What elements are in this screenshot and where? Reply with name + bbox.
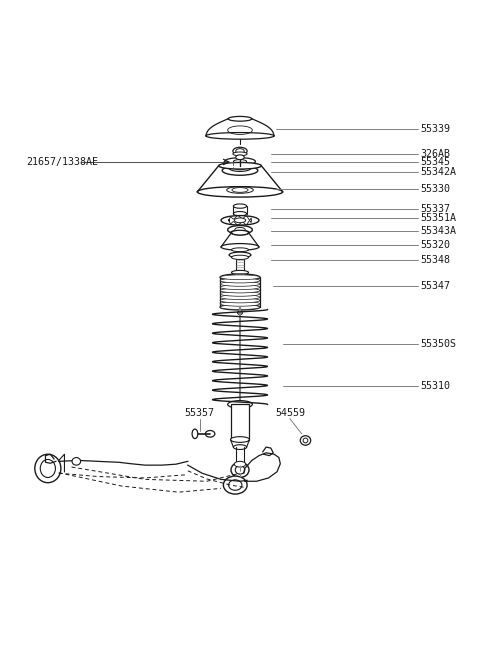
Ellipse shape xyxy=(223,476,247,494)
Ellipse shape xyxy=(230,231,250,235)
Ellipse shape xyxy=(233,445,247,449)
Ellipse shape xyxy=(220,285,260,290)
Text: 55345: 55345 xyxy=(420,158,450,168)
Ellipse shape xyxy=(231,255,249,260)
Ellipse shape xyxy=(220,274,260,281)
Ellipse shape xyxy=(197,187,283,197)
Ellipse shape xyxy=(221,244,259,250)
Ellipse shape xyxy=(222,166,258,175)
Ellipse shape xyxy=(192,429,198,439)
Ellipse shape xyxy=(233,212,247,215)
Ellipse shape xyxy=(220,275,260,280)
Bar xyxy=(236,258,244,273)
Ellipse shape xyxy=(230,437,250,442)
Text: 55342A: 55342A xyxy=(420,167,456,177)
Ellipse shape xyxy=(233,160,247,164)
Ellipse shape xyxy=(220,305,260,309)
Ellipse shape xyxy=(228,116,252,121)
Ellipse shape xyxy=(220,295,260,300)
Ellipse shape xyxy=(220,282,260,286)
Ellipse shape xyxy=(220,288,260,293)
Ellipse shape xyxy=(229,252,251,258)
Bar xyxy=(230,405,250,440)
Ellipse shape xyxy=(233,204,247,208)
Text: 55357: 55357 xyxy=(185,408,215,418)
Text: 326AB: 326AB xyxy=(420,149,450,159)
Text: 21657/1338AE: 21657/1338AE xyxy=(26,157,98,167)
Ellipse shape xyxy=(231,248,249,252)
Text: 55347: 55347 xyxy=(420,281,450,291)
Ellipse shape xyxy=(205,430,215,437)
Text: 55337: 55337 xyxy=(420,204,450,214)
Ellipse shape xyxy=(234,218,246,223)
Ellipse shape xyxy=(233,152,247,156)
Ellipse shape xyxy=(228,225,252,234)
Ellipse shape xyxy=(231,271,249,275)
Ellipse shape xyxy=(220,304,260,310)
Ellipse shape xyxy=(238,311,242,315)
Ellipse shape xyxy=(235,227,245,232)
Ellipse shape xyxy=(231,463,249,478)
Ellipse shape xyxy=(300,436,311,445)
Ellipse shape xyxy=(220,292,260,296)
Text: 55310: 55310 xyxy=(420,381,450,392)
Ellipse shape xyxy=(221,215,259,225)
Ellipse shape xyxy=(225,158,255,166)
Ellipse shape xyxy=(72,457,81,465)
Text: 55320: 55320 xyxy=(420,240,450,250)
Text: 55330: 55330 xyxy=(420,185,450,194)
Ellipse shape xyxy=(233,147,247,155)
Ellipse shape xyxy=(236,148,244,154)
Ellipse shape xyxy=(228,401,252,408)
Ellipse shape xyxy=(220,278,260,283)
Text: 55339: 55339 xyxy=(420,124,450,134)
Ellipse shape xyxy=(35,454,61,483)
Ellipse shape xyxy=(220,298,260,303)
Ellipse shape xyxy=(236,155,244,160)
Ellipse shape xyxy=(228,164,252,171)
Ellipse shape xyxy=(234,166,246,170)
Ellipse shape xyxy=(234,461,246,467)
Text: 55348: 55348 xyxy=(420,255,450,265)
Text: 55351A: 55351A xyxy=(420,213,456,223)
Ellipse shape xyxy=(231,231,249,235)
Ellipse shape xyxy=(206,133,274,139)
Text: 55343A: 55343A xyxy=(420,226,456,237)
Text: 55350S: 55350S xyxy=(420,338,456,349)
Ellipse shape xyxy=(219,162,261,169)
Text: 54559: 54559 xyxy=(275,408,305,418)
Ellipse shape xyxy=(220,302,260,306)
